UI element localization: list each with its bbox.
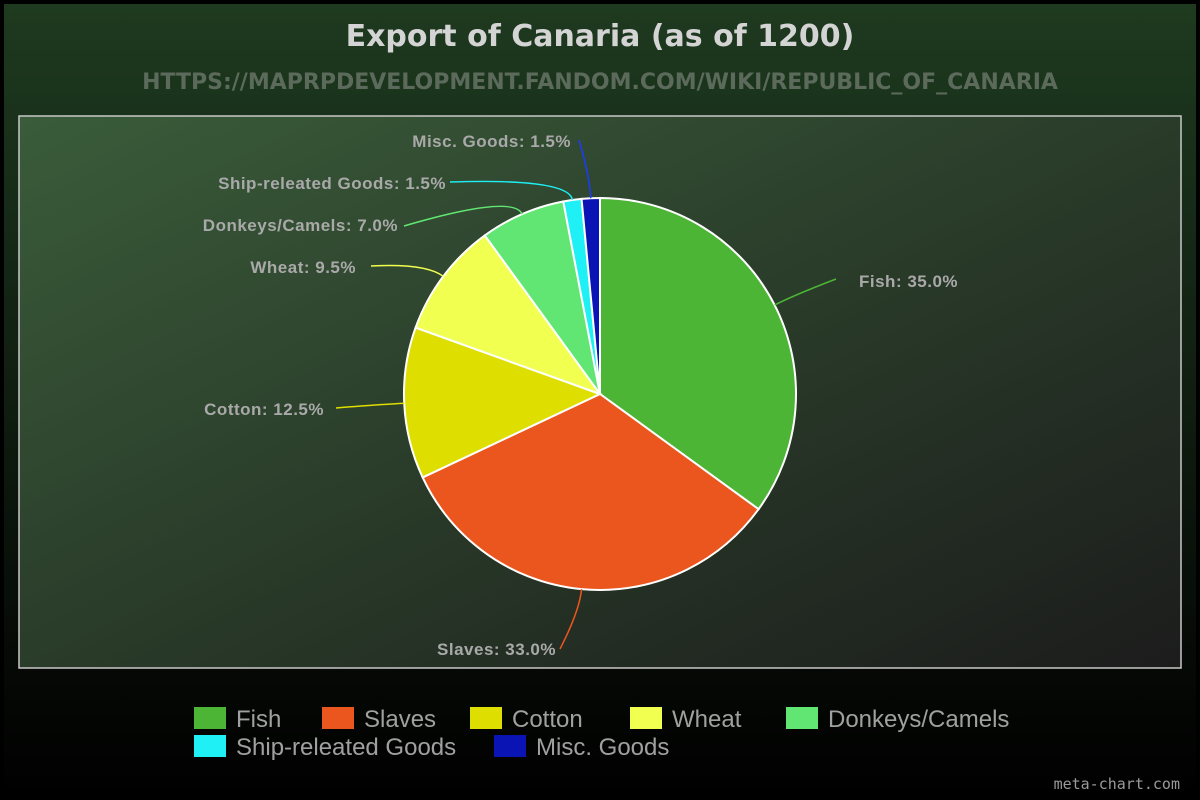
legend-label: Cotton bbox=[512, 706, 583, 733]
legend-swatch bbox=[494, 735, 526, 757]
leader-line bbox=[403, 205, 523, 227]
slice-label: Fish: 35.0% bbox=[859, 272, 958, 291]
legend-label: Donkeys/Camels bbox=[828, 706, 1009, 733]
pie-slice-wheat bbox=[414, 234, 603, 397]
legend-item: Misc. Goods bbox=[494, 734, 669, 761]
legend-label: Fish bbox=[236, 706, 281, 733]
legend-label: Ship-releated Goods bbox=[236, 734, 456, 761]
slice-label: Cotton: 12.5% bbox=[204, 400, 324, 419]
legend: Fish Slaves Cotton Wheat Donkeys/Camels Ship-… bbox=[194, 706, 1009, 761]
chart-subtitle: HTTPS://MAPRPDEVELOPMENT.FANDOM.COM/WIKI… bbox=[142, 70, 1058, 95]
legend-label: Slaves bbox=[364, 706, 436, 733]
legend-swatch bbox=[194, 707, 226, 729]
pie-slice-misc-goods bbox=[580, 196, 601, 395]
slice-label: Slaves: 33.0% bbox=[437, 640, 556, 659]
leader-line bbox=[449, 180, 574, 201]
legend-swatch bbox=[194, 735, 226, 757]
legend-swatch bbox=[470, 707, 502, 729]
legend-item: Donkeys/Camels bbox=[786, 706, 1009, 733]
legend-item: Fish bbox=[194, 706, 281, 733]
chart-title: Export of Canaria (as of 1200) bbox=[346, 19, 855, 54]
credit-watermark: meta-chart.com bbox=[1054, 775, 1180, 793]
legend-label: Misc. Goods bbox=[536, 734, 669, 761]
legend-item: Wheat bbox=[630, 706, 742, 733]
leader-line bbox=[335, 402, 405, 409]
leader-line bbox=[370, 264, 444, 277]
labels-layer: Fish: 35.0% Slaves: 33.0% Cotton: 12.5% Whe… bbox=[203, 132, 958, 659]
legend-swatch bbox=[786, 707, 818, 729]
slice-label: Ship-releated Goods: 1.5% bbox=[218, 174, 446, 193]
legend-item: Cotton bbox=[470, 706, 583, 733]
slice-label: Wheat: 9.5% bbox=[250, 258, 356, 277]
leader-line bbox=[578, 139, 592, 199]
slices-layer bbox=[403, 196, 797, 591]
leader-line bbox=[774, 278, 837, 306]
legend-item: Slaves bbox=[322, 706, 436, 733]
pie-slice-slaves bbox=[421, 392, 760, 591]
pie-chart: Export of Canaria (as of 1200) HTTPS://M… bbox=[18, 19, 1182, 793]
legend-label: Wheat bbox=[672, 706, 742, 733]
legend-item: Ship-releated Goods bbox=[194, 734, 456, 761]
legend-swatch bbox=[630, 707, 662, 729]
pie-slice-fish bbox=[599, 196, 797, 511]
leader-line bbox=[559, 589, 583, 650]
slice-label: Misc. Goods: 1.5% bbox=[412, 132, 571, 151]
legend-swatch bbox=[322, 707, 354, 729]
slice-label: Donkeys/Camels: 7.0% bbox=[203, 216, 398, 235]
